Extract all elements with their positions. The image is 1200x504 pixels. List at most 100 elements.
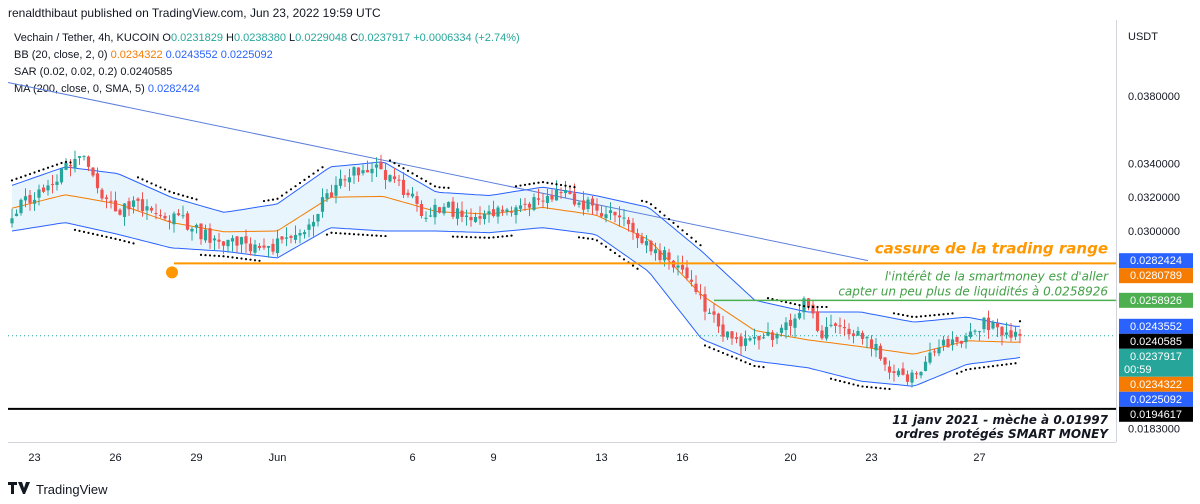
candle xyxy=(896,370,901,376)
sar-dot xyxy=(928,314,932,317)
candle xyxy=(199,223,203,240)
sar-dot xyxy=(393,162,396,165)
sar-dot xyxy=(271,198,275,201)
candle xyxy=(55,181,59,185)
footer-brand[interactable]: TradingView xyxy=(36,482,108,497)
sar-dot xyxy=(942,313,945,316)
sar-dot xyxy=(163,188,167,191)
x-tick-label: 26 xyxy=(109,452,121,464)
sar-dot xyxy=(811,305,815,309)
candle xyxy=(68,164,73,167)
range-break-marker-icon xyxy=(166,266,178,279)
candle xyxy=(266,246,271,248)
sar-dot xyxy=(240,257,243,260)
sar-dot xyxy=(699,244,702,247)
candle xyxy=(109,200,113,202)
sar-dot xyxy=(523,183,527,186)
sar-dot xyxy=(933,314,936,317)
legend-bb-row[interactable]: BB (20, close, 2, 0) 0.0234322 0.0243552… xyxy=(14,47,520,64)
sar-dot xyxy=(60,161,63,165)
sar-dot xyxy=(19,176,23,179)
candle xyxy=(631,222,635,233)
sar-dot xyxy=(978,366,981,369)
x-tick-label: 27 xyxy=(973,452,985,464)
candle xyxy=(856,331,860,336)
sar-dot xyxy=(132,242,135,245)
candle xyxy=(523,203,527,205)
sar-dot xyxy=(307,175,311,178)
sar-dot xyxy=(105,235,108,238)
sar-dot xyxy=(622,258,626,261)
sar-dot xyxy=(316,169,320,172)
price-axis-label-text: 0.0237917 xyxy=(1130,351,1182,363)
sar-dot xyxy=(991,365,995,368)
sar-dot xyxy=(186,195,189,198)
legend-symbol[interactable]: Vechain / Tether, 4h, KUCOIN xyxy=(14,32,160,44)
candle xyxy=(860,332,865,339)
sar-dot xyxy=(708,346,711,349)
candle xyxy=(127,201,131,210)
sar-dot xyxy=(730,355,734,358)
legend-low-value: 0.0229048 xyxy=(295,32,348,44)
legend-sar-row[interactable]: SAR (0.02, 0.02, 0.2) 0.0240585 xyxy=(14,64,520,81)
sar-dot xyxy=(114,237,117,240)
sar-dot xyxy=(370,234,374,237)
sar-dot xyxy=(177,193,180,196)
candle xyxy=(734,337,739,339)
sar-dot xyxy=(843,381,846,384)
sar-dot xyxy=(987,365,990,368)
candle xyxy=(842,327,847,329)
candle xyxy=(284,237,289,239)
candle xyxy=(811,304,815,314)
candle xyxy=(694,283,698,292)
sar-dot xyxy=(681,229,684,232)
sar-dot xyxy=(789,302,792,305)
candle xyxy=(874,343,878,351)
candle xyxy=(361,170,365,174)
candle xyxy=(100,189,104,199)
price-axis-label-text: 0.0240585 xyxy=(1130,336,1182,348)
sar-dot xyxy=(690,236,693,239)
sar-dot xyxy=(582,236,585,240)
price-axis-label-bg xyxy=(1119,391,1193,407)
sar-dot xyxy=(64,160,68,164)
legend-ma-row[interactable]: MA (200, close, 0, SMA, 5) 0.0282424 xyxy=(14,81,520,98)
legend-close-label: C xyxy=(350,32,359,44)
y-tick-label: 0.0183000 xyxy=(1128,423,1180,435)
sar-dot xyxy=(24,174,27,177)
sar-dot xyxy=(451,235,455,238)
price-axis-label: 0.0225092 xyxy=(1119,391,1193,407)
sar-dot xyxy=(411,172,414,175)
sar-dot xyxy=(528,183,531,186)
sar-dot xyxy=(433,185,437,188)
sar-dot xyxy=(235,256,239,260)
footer: TradingView xyxy=(8,482,108,497)
candle xyxy=(667,252,671,260)
sar-dot xyxy=(703,344,707,347)
price-axis-label-bg xyxy=(1119,292,1193,308)
candle xyxy=(410,193,415,197)
candle xyxy=(451,201,455,217)
candle xyxy=(401,179,406,195)
sar-dot xyxy=(694,240,698,243)
y-tick-label: 0.0300000 xyxy=(1128,226,1180,238)
price-axis-label-text: 0.0194617 xyxy=(1130,409,1182,421)
sar-dot xyxy=(424,180,428,183)
sar-dot xyxy=(361,233,365,236)
sar-dot xyxy=(366,233,369,237)
legend-bb-lower: 0.0225092 xyxy=(220,49,273,61)
sar-dot xyxy=(784,301,788,304)
sar-dot xyxy=(420,177,423,180)
candle xyxy=(415,196,419,204)
candle xyxy=(77,156,82,158)
candle xyxy=(833,323,838,326)
sar-dot xyxy=(505,234,509,238)
sar-dot xyxy=(712,348,716,351)
price-axis-label: 0.0194617 xyxy=(1119,406,1193,422)
candle xyxy=(262,245,266,248)
candle xyxy=(878,345,883,359)
candle xyxy=(235,236,239,246)
sar-dot xyxy=(303,178,306,181)
sar-dot xyxy=(964,368,968,371)
